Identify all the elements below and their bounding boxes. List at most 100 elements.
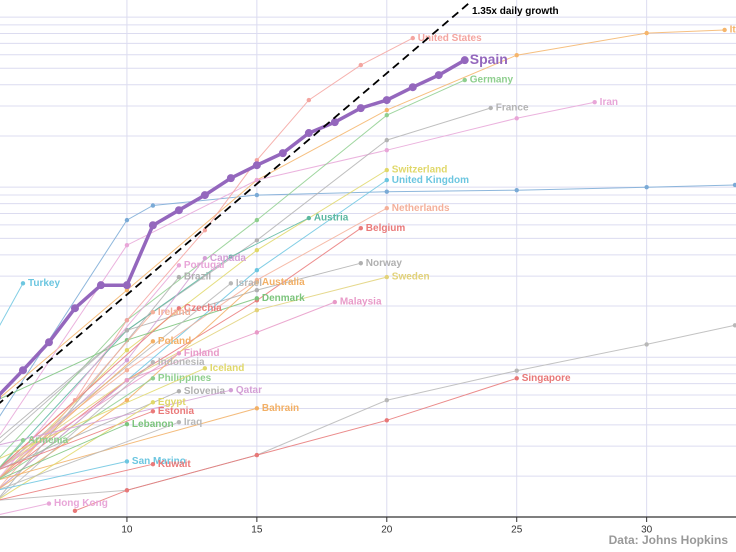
point: [150, 376, 156, 381]
series-line: [0, 401, 154, 500]
series-label: Israel: [236, 278, 262, 289]
series-line: [0, 283, 24, 326]
point: [44, 338, 53, 347]
point: [254, 177, 260, 183]
series-label: Brazil: [184, 272, 211, 283]
point: [356, 104, 365, 113]
series-line: [0, 423, 128, 480]
series-label: Iraq: [184, 417, 202, 428]
x-tick-label: 20: [381, 525, 393, 536]
point: [228, 281, 234, 286]
point: [150, 400, 156, 405]
point: [384, 107, 389, 113]
point: [254, 406, 260, 411]
series-line: [0, 463, 154, 501]
point: [514, 52, 519, 58]
point: [384, 274, 389, 280]
point: [306, 215, 312, 221]
series-label: Spain: [470, 51, 508, 67]
series-label: Switzerland: [392, 165, 448, 176]
point: [202, 366, 208, 371]
point: [124, 488, 130, 493]
point: [384, 112, 389, 118]
point: [20, 281, 26, 286]
series-label: Malaysia: [340, 297, 382, 308]
series-label: Denmark: [262, 293, 305, 304]
series-label: Portugal: [184, 260, 225, 271]
point: [0, 394, 1, 400]
point: [384, 167, 389, 173]
series-label: Italy: [730, 25, 736, 36]
point: [72, 508, 78, 514]
point: [278, 149, 287, 158]
series-label: Singapore: [522, 373, 571, 384]
point: [592, 99, 597, 105]
point: [514, 116, 519, 121]
point: [202, 256, 208, 261]
series-label: Qatar: [236, 385, 262, 396]
point: [124, 217, 130, 223]
point: [330, 118, 339, 127]
point: [174, 206, 183, 215]
series-line: [0, 352, 180, 470]
series-line: [0, 341, 154, 479]
point: [408, 83, 417, 92]
point: [384, 189, 389, 194]
series-label: Lebanon: [132, 419, 174, 430]
point: [254, 280, 260, 285]
point: [150, 409, 156, 414]
point: [254, 192, 260, 198]
reference-label: 1.35x daily growth: [472, 6, 559, 17]
series-line: [0, 282, 232, 469]
series-label: Estonia: [158, 406, 195, 417]
series-label: Indonesia: [158, 357, 205, 368]
point: [384, 147, 389, 153]
point: [384, 137, 389, 143]
series-line: [0, 217, 310, 468]
point: [254, 296, 260, 301]
point: [254, 158, 260, 163]
point: [70, 304, 79, 313]
point: [358, 225, 364, 231]
point: [176, 306, 182, 311]
x-tick-label: 15: [251, 525, 263, 536]
point: [384, 398, 389, 403]
point: [384, 177, 389, 183]
series-line: [0, 307, 180, 469]
point: [124, 421, 130, 427]
series-line: [74, 377, 517, 512]
series-label: Kuwait: [158, 459, 191, 470]
point: [124, 398, 130, 403]
point: [462, 77, 467, 83]
series-line: [0, 407, 258, 480]
point: [150, 360, 156, 365]
point: [732, 323, 736, 328]
point: [202, 228, 208, 233]
series-line: [0, 37, 414, 469]
series-line: [0, 184, 736, 417]
point: [254, 238, 260, 243]
point: [228, 388, 234, 393]
point: [732, 182, 736, 188]
point: [124, 347, 130, 353]
point: [96, 281, 105, 290]
point: [176, 351, 182, 356]
point: [124, 368, 130, 373]
series-label: Norway: [366, 258, 403, 269]
series-label: Belgium: [366, 223, 406, 234]
point: [20, 438, 26, 443]
point: [18, 366, 27, 375]
series-line: [0, 460, 128, 491]
point: [254, 330, 260, 335]
point: [332, 299, 338, 305]
point: [124, 318, 130, 323]
point: [176, 420, 182, 425]
point: [358, 261, 364, 266]
point: [176, 263, 182, 268]
series-label: Australia: [262, 277, 305, 288]
point: [252, 161, 261, 170]
series-line: [0, 410, 154, 470]
point: [306, 97, 312, 103]
series-line: [0, 301, 335, 489]
